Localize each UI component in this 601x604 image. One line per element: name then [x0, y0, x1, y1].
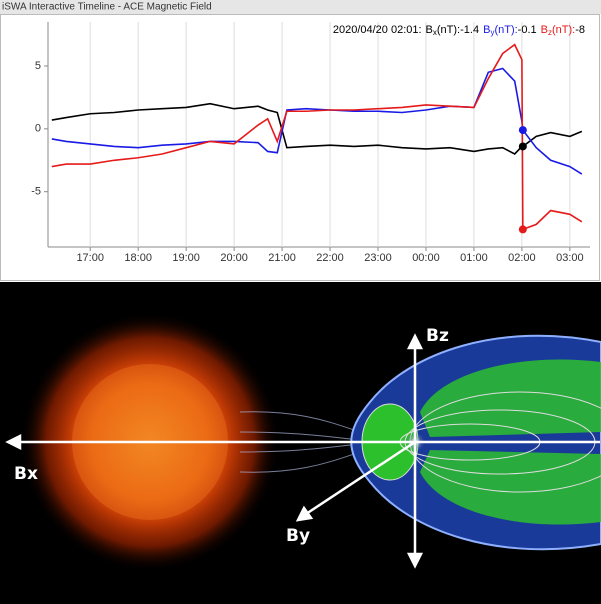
- x-tick-label: 01:00: [460, 252, 488, 264]
- readout-subscript: x: [433, 28, 437, 37]
- north-lobe: [420, 359, 601, 437]
- south-lobe: [420, 450, 601, 525]
- y-tick-label: -5: [31, 186, 41, 198]
- x-tick-label: 19:00: [172, 252, 200, 264]
- readout-unit: (nT):: [552, 24, 575, 36]
- illustration: Bz Bx By: [0, 282, 601, 604]
- window-title: iSWA Interactive Timeline - ACE Magnetic…: [2, 2, 212, 13]
- readout-name: B: [541, 24, 548, 36]
- readout-name: B: [483, 24, 490, 36]
- axes-arrows: [5, 333, 600, 569]
- title-bar: [0, 0, 601, 14]
- cursor-marker: [518, 142, 527, 151]
- readout-value: -1.4: [460, 24, 479, 36]
- x-tick-label: 22:00: [316, 252, 344, 264]
- by-label: By: [286, 526, 310, 546]
- cursor-marker: [518, 126, 527, 135]
- readout-name: B: [426, 24, 433, 36]
- readout-value: -0.1: [518, 24, 537, 36]
- y-tick-label: 5: [35, 60, 41, 72]
- cursor-marker: [518, 225, 527, 234]
- x-tick-label: 23:00: [364, 252, 392, 264]
- chart: iSWA Interactive Timeline - ACE Magnetic…: [0, 0, 601, 281]
- readout-unit: (nT):: [437, 24, 460, 36]
- readout-timestamp: 2020/04/20 02:01:: [333, 24, 422, 36]
- x-tick-label: 00:00: [412, 252, 440, 264]
- x-tick-label: 03:00: [556, 252, 584, 264]
- x-tick-label: 18:00: [124, 252, 152, 264]
- series-line: [51, 43, 583, 231]
- bz-label: Bz: [426, 326, 449, 346]
- x-tick-label: 20:00: [220, 252, 248, 264]
- readout: 2020/04/20 02:01: Bx(nT):-1.4 By(nT):-0.1 B…: [333, 24, 585, 37]
- x-tick-label: 17:00: [76, 252, 104, 264]
- readout-unit: (nT):: [494, 24, 517, 36]
- x-tick-label: 21:00: [268, 252, 296, 264]
- readout-subscript: y: [490, 28, 494, 37]
- x-tick-label: 02:00: [508, 252, 536, 264]
- y-tick-label: 0: [35, 123, 41, 135]
- readout-subscript: z: [548, 28, 552, 37]
- readout-value: -8: [575, 24, 585, 36]
- bx-label: Bx: [14, 464, 38, 484]
